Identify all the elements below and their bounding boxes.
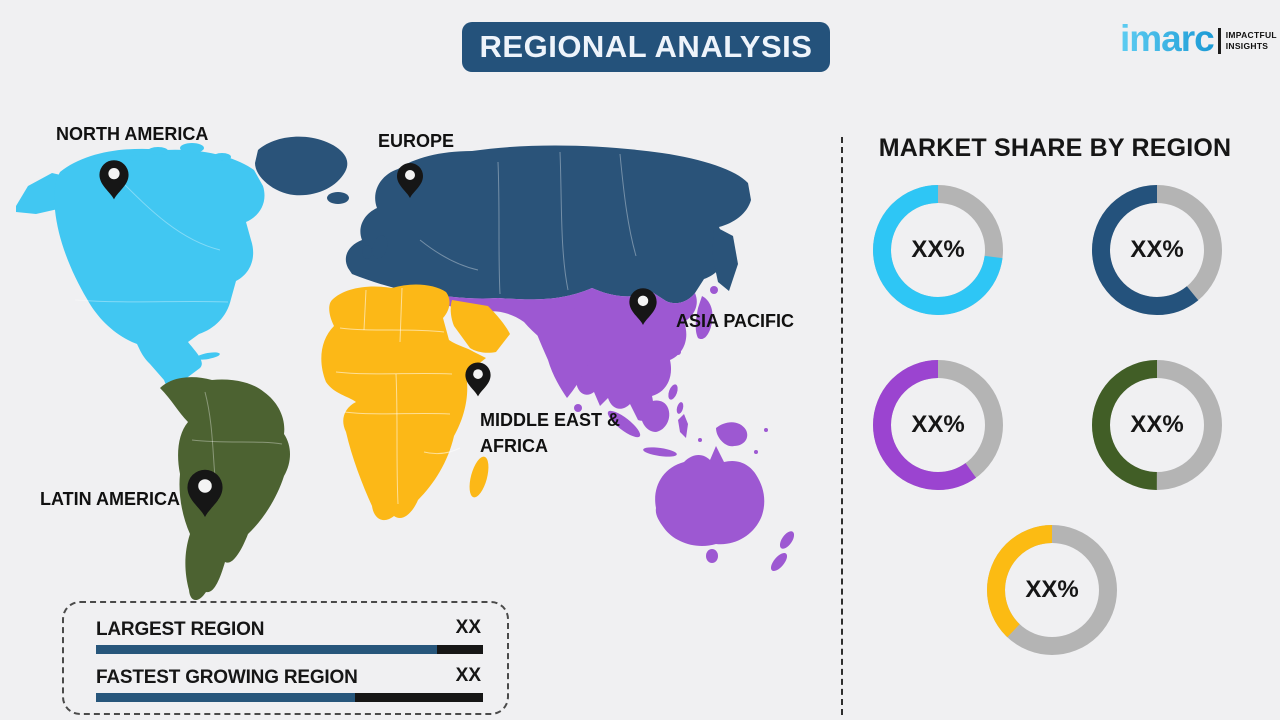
donut-value-middle-east-africa: XX% (1025, 576, 1079, 603)
imarc-logo-wordmark: imarc (1120, 18, 1215, 59)
country-borders (335, 287, 461, 505)
donut-asia-pacific: XX% (868, 355, 1008, 495)
donut-value-asia-pacific: XX% (911, 411, 965, 438)
donut-middle-east-africa: XX% (982, 520, 1122, 660)
label-latin-america: LATIN AMERICA (40, 489, 180, 509)
donut-europe: XX% (1087, 180, 1227, 320)
map-region-latin-america (160, 377, 290, 601)
donut-value-europe: XX% (1130, 236, 1184, 263)
legend-row2-bar-rest (355, 693, 483, 702)
map-region-north-america (16, 143, 265, 390)
donut-latin-america: XX% (1087, 355, 1227, 495)
legend-row2-label: FASTEST GROWING REGION (96, 667, 358, 688)
panel-title: MARKET SHARE BY REGION (878, 134, 1232, 162)
legend-row1-bar-rest (436, 645, 483, 654)
legend-row1-bar-fill (96, 645, 437, 654)
label-north-america: NORTH AMERICA (56, 124, 209, 144)
logo-tagline-line1: IMPACTFUL (1225, 30, 1277, 41)
world-map (16, 136, 795, 601)
map-pin-middle-east-africa (465, 362, 491, 397)
legend-row2-bar (96, 693, 483, 702)
logo-divider (1217, 27, 1221, 54)
label-mea-line2: AFRICA (480, 436, 548, 456)
legend-row2-value: XX (455, 665, 481, 686)
map-pin-asia-pacific (629, 288, 657, 325)
label-mea-line1: MIDDLE EAST & (480, 410, 621, 430)
map-region-europe (255, 136, 751, 304)
label-asia-pacific: ASIA PACIFIC (676, 311, 795, 331)
map-region-middle-east-africa (321, 284, 510, 521)
imarc-logo: imarc IMPACTFUL INSIGHTS (1120, 20, 1277, 57)
map-region-asia-pacific (418, 286, 795, 572)
donut-value-north-america: XX% (911, 236, 965, 263)
legend-box: LARGEST REGION XX FASTEST GROWING REGION… (62, 601, 509, 715)
label-middle-east-africa: MIDDLE EAST & AFRICA (480, 407, 620, 459)
map-pin-latin-america (187, 469, 223, 517)
label-europe: EUROPE (378, 131, 455, 151)
legend-row1-bar (96, 645, 483, 654)
map-pin-north-america (99, 160, 129, 200)
legend-row1-value: XX (455, 617, 481, 638)
donut-north-america: XX% (868, 180, 1008, 320)
country-borders-2 (74, 151, 637, 501)
legend-row1-label: LARGEST REGION (96, 619, 265, 640)
legend-row2-bar-fill (96, 693, 356, 702)
donut-value-latin-america: XX% (1130, 411, 1184, 438)
logo-tagline: IMPACTFUL INSIGHTS (1226, 30, 1277, 50)
map-pin-europe (397, 163, 423, 198)
page-title: REGIONAL ANALYSIS (462, 22, 830, 72)
logo-tagline-line2: INSIGHTS (1225, 40, 1269, 51)
panel-separator (841, 137, 843, 715)
